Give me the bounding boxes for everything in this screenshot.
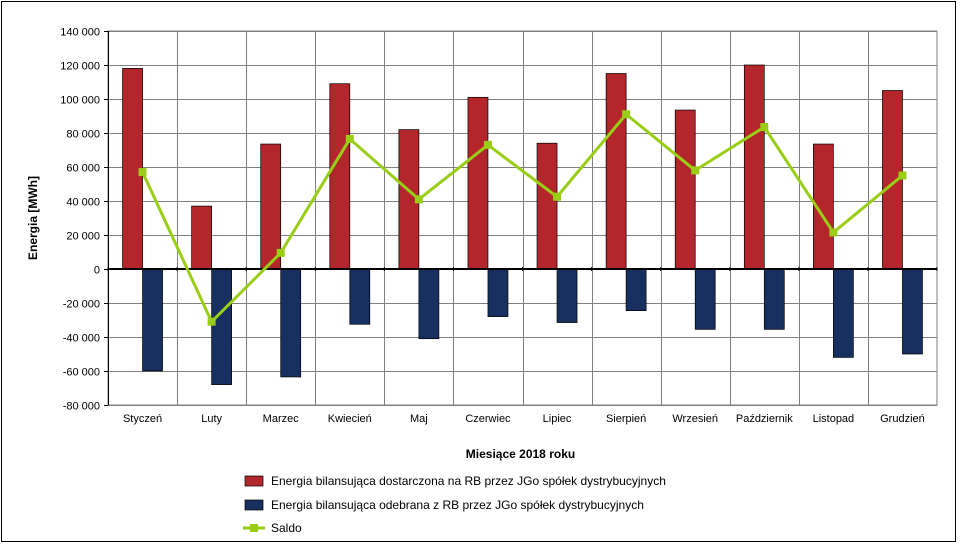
saldo-marker [829,228,838,237]
bar-dostarczona [329,83,351,270]
saldo-marker [138,168,147,177]
bar-odebrana [763,268,785,330]
y-tick-label: 20 000 [66,231,100,243]
y-tick-label: 100 000 [60,95,100,107]
x-tick-label: Październik [736,413,793,425]
y-tick-label: 60 000 [66,163,100,175]
y-tick-label: -60 000 [63,367,100,379]
saldo-marker [345,134,354,143]
y-tick-label: 40 000 [66,197,100,209]
bar-odebrana [833,268,854,358]
legend-label: Energia bilansująca odebrana z RB przez … [271,498,644,512]
saldo-marker [898,171,907,180]
saldo-marker [553,192,562,201]
x-axis-title: Miesiące 2018 roku [466,447,575,461]
legend-swatch-marker [250,524,258,532]
bar-odebrana [418,268,440,340]
y-axis-title: Energia [MWh] [26,176,40,260]
x-tick-label: Czerwiec [465,413,511,425]
x-tick-label: Listopad [813,413,855,425]
bar-dostarczona [605,73,627,270]
bar-odebrana [902,268,923,355]
bar-odebrana [142,268,163,372]
y-tick-label: -80 000 [63,401,100,413]
saldo-marker [483,140,492,149]
x-tick-label: Maj [410,413,428,425]
saldo-marker [207,317,216,326]
bar-dostarczona [674,109,696,270]
x-tick-label: Luty [201,413,222,425]
y-tick-label: -20 000 [63,299,100,311]
bar-dostarczona [191,205,212,270]
x-tick-label: Styczeń [123,413,162,425]
y-tick-label: 140 000 [60,27,100,39]
bar-odebrana [280,268,302,378]
y-tick-label: -40 000 [63,333,100,345]
bar-dostarczona [536,142,558,270]
plot-area [107,30,938,406]
y-tick-label: 120 000 [60,61,100,73]
legend-swatch [244,475,264,487]
x-tick-label: Lipiec [543,413,572,425]
saldo-marker [622,110,631,119]
bar-dostarczona [743,64,765,270]
bar-odebrana [349,268,371,325]
x-tick-label: Kwiecień [328,413,372,425]
y-tick-label: 0 [94,265,100,277]
saldo-marker [760,123,769,132]
x-tick-label: Sierpień [606,413,646,425]
x-tick-label: Marzec [263,413,300,425]
saldo-line [141,112,904,324]
bar-odebrana [694,268,716,330]
saldo-marker [276,248,285,257]
bar-odebrana [211,268,232,385]
y-tick-label: 80 000 [66,129,100,141]
x-tick-label: Grudzień [880,413,925,425]
legend-label: Saldo [271,521,302,535]
legend-swatch [244,499,264,511]
bar-dostarczona [467,96,489,270]
legend-label: Energia bilansująca dostarczona na RB pr… [271,474,666,488]
saldo-marker [691,166,700,175]
x-tick-label: Wrzesień [672,413,718,425]
bar-odebrana [487,268,509,317]
bar-odebrana [556,268,578,323]
saldo-marker [414,195,423,204]
bar-odebrana [625,268,647,312]
